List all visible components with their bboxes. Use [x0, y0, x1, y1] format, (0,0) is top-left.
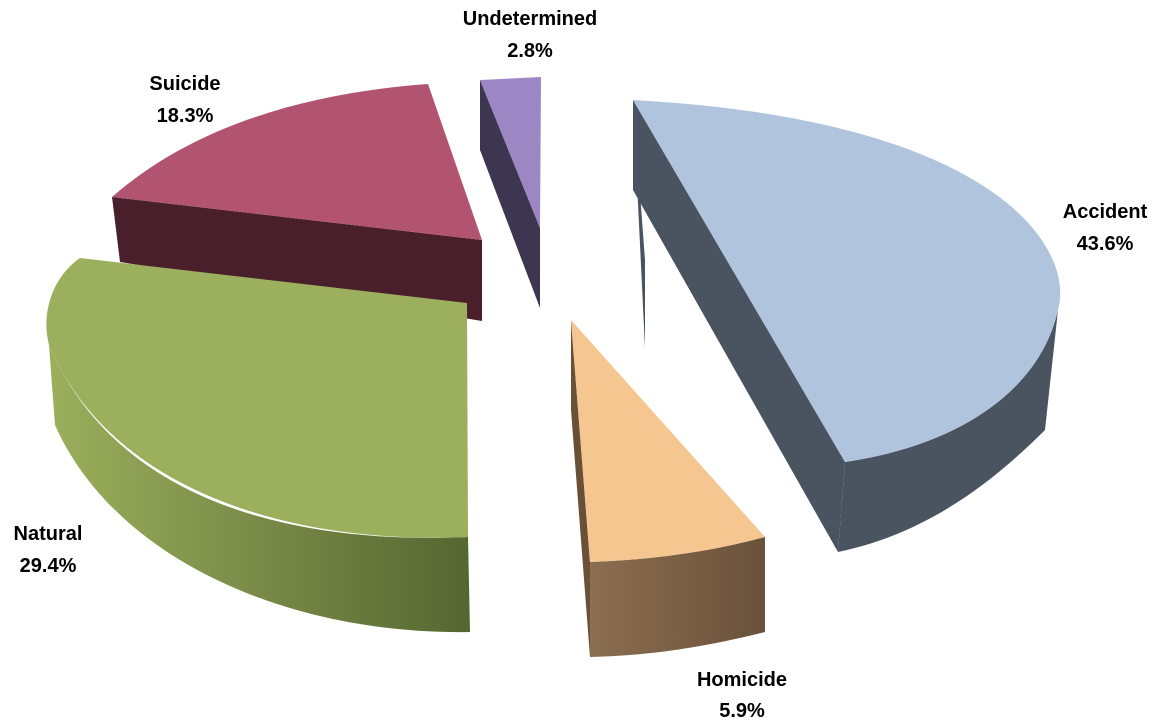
value-suicide: 18.3% [157, 105, 214, 127]
label-undetermined: Undetermined [463, 8, 597, 30]
slice-suicide-side [112, 197, 482, 321]
slice-homicide-side [590, 537, 765, 657]
label-suicide: Suicide [149, 73, 220, 95]
value-undetermined: 2.8% [507, 40, 553, 62]
slice-homicide [571, 320, 765, 562]
slice-homicide-cutface [571, 320, 590, 657]
slice-undetermined [480, 77, 541, 228]
value-accident: 43.6% [1077, 233, 1134, 255]
slice-natural [46, 258, 468, 538]
slice-accident [633, 100, 1061, 462]
slice-suicide [112, 84, 482, 240]
value-natural: 29.4% [20, 555, 77, 577]
label-natural: Natural [14, 523, 83, 545]
label-homicide: Homicide [697, 669, 787, 691]
value-homicide: 5.9% [719, 700, 765, 722]
slice-natural-side [49, 345, 470, 633]
slice-accident-cutface [633, 100, 845, 552]
slice-undetermined-side [480, 80, 540, 308]
label-accident: Accident [1063, 201, 1148, 223]
slice-accident-side [838, 310, 1058, 552]
